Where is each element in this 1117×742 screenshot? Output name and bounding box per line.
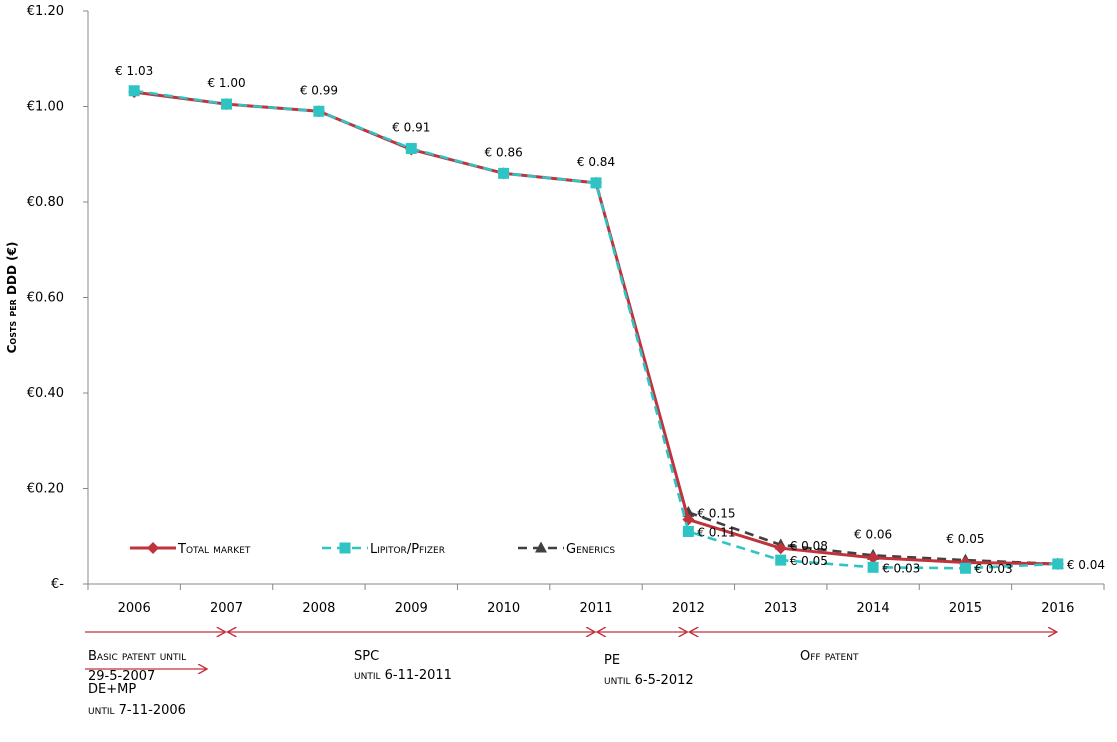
legend-label: Lipitor/Pfizer (370, 542, 445, 557)
legend-label: Generics (566, 542, 615, 557)
data-label: € 1.00 (207, 76, 245, 90)
legend-label: Total market (177, 542, 251, 557)
data-point (221, 98, 233, 110)
data-label: € 0.04 (1067, 558, 1105, 572)
legend: Total market Lipitor/Pfizer Generics (130, 541, 615, 557)
data-label: € 0.15 (697, 506, 735, 520)
x-tick-label: 2006 (118, 601, 151, 616)
x-tick-label: 2008 (302, 601, 335, 616)
data-point (590, 177, 602, 189)
x-tick-label: 2012 (672, 601, 705, 616)
y-tick-label: €1.20 (27, 4, 64, 19)
period-label: 29-5-2007 (88, 669, 155, 684)
period-label: DE+MP (88, 682, 136, 697)
x-tick-label: 2010 (487, 601, 520, 616)
period-label: until 6-11-2011 (354, 668, 452, 683)
data-label: € 1.03 (115, 64, 153, 78)
data-label: € 0.86 (485, 145, 523, 159)
data-point (774, 542, 787, 555)
period-label: Off patent (800, 649, 859, 664)
data-point (1052, 558, 1064, 570)
period-label: until 6-5-2012 (604, 673, 694, 688)
x-tick-label: 2009 (395, 601, 428, 616)
data-point (959, 562, 971, 574)
data-point (867, 561, 879, 573)
series-line-lipitor-pfizer (133, 89, 1058, 570)
x-tick-label: 2007 (210, 601, 243, 616)
data-label: € 0.99 (300, 83, 338, 97)
data-point (313, 105, 325, 117)
x-tick-label: 2015 (949, 601, 982, 616)
patent-periods: Basic patent until 29-5-2007 SPC until 6-11… (85, 632, 1057, 718)
data-point (128, 85, 140, 97)
legend-marker (147, 542, 159, 554)
series-group (128, 85, 1064, 574)
data-label: € 0.05 (790, 554, 828, 568)
y-tick-label: €0.60 (27, 291, 64, 306)
data-label: € 0.05 (946, 532, 984, 546)
y-axis-title: Costs per DDD (€) (5, 242, 19, 354)
data-point (498, 167, 510, 179)
data-labels: € 1.03 € 1.00 € 0.99 € 0.91 € 0.86 € 0.84 € 0.… (115, 64, 1105, 576)
legend-marker (339, 542, 351, 554)
y-tick-label: €0.20 (27, 482, 64, 497)
data-label: € 0.11 (697, 525, 735, 539)
data-point (405, 143, 417, 155)
legend-marker (535, 541, 547, 553)
data-point (775, 554, 787, 566)
data-label: € 0.08 (790, 539, 828, 553)
data-label: € 0.06 (854, 527, 892, 541)
data-label: € 0.91 (392, 121, 430, 135)
x-tick-label: 2014 (857, 601, 890, 616)
y-tick-label: €0.40 (27, 386, 64, 401)
period-label: Basic patent until (88, 649, 186, 664)
data-point (867, 551, 880, 564)
period-label: PE (604, 653, 620, 668)
x-tick-label: 2013 (764, 601, 797, 616)
axes (83, 10, 1105, 590)
period-label: until 7-11-2006 (88, 703, 186, 718)
y-tick-label: €- (51, 577, 64, 592)
x-tick-label: 2016 (1041, 601, 1074, 616)
data-label: € 0.84 (577, 155, 615, 169)
period-label: SPC (354, 649, 379, 664)
y-tick-label: €1.00 (27, 100, 64, 115)
data-label: € 0.03 (974, 562, 1012, 576)
y-tick-label: €0.80 (27, 195, 64, 210)
series-line-generics (687, 511, 1058, 566)
data-label: € 0.03 (882, 561, 920, 575)
tick-labels: €- €0.20 €0.40 €0.60 €0.80 €1.00 €1.20 2006 2007… (5, 4, 1074, 616)
data-point (682, 525, 694, 537)
x-tick-label: 2011 (579, 601, 612, 616)
